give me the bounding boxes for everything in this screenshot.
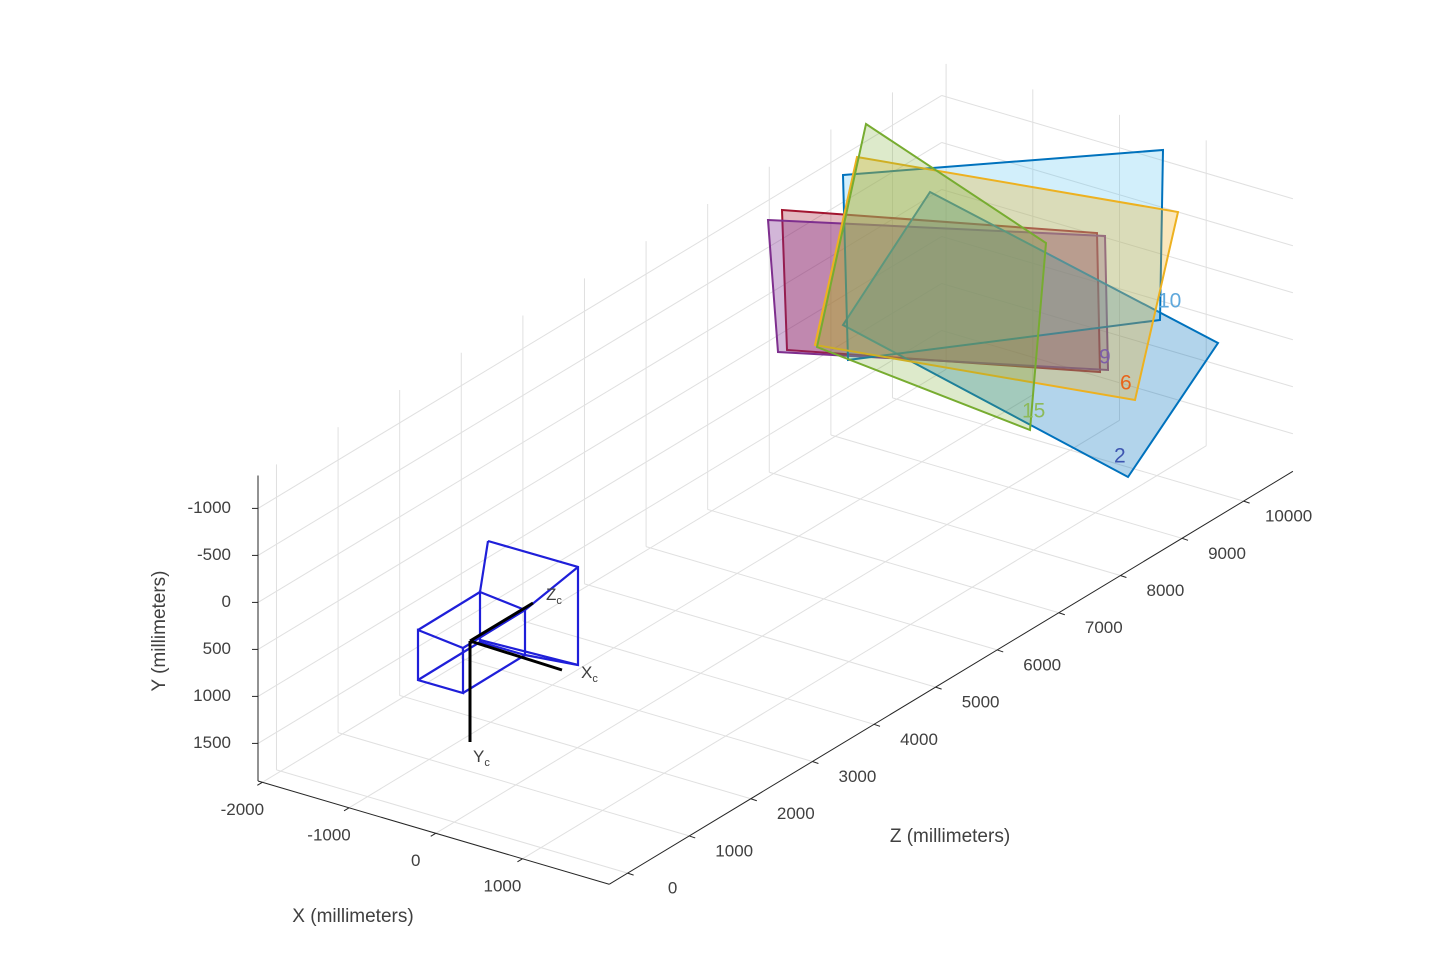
board-label: 9 [1099,346,1111,369]
z-tick-label: 9000 [1208,544,1246,563]
grid-line [262,368,947,783]
grid-line [257,330,943,744]
z-tick-label: 5000 [962,693,1000,712]
x-tick-label: -1000 [307,825,350,844]
grid-line [257,142,943,556]
z-tick-label: 0 [668,879,677,898]
z-tick-label: 3000 [839,767,877,786]
tick-mark [935,686,942,690]
camera-frustum [478,540,490,593]
tick-mark [997,649,1004,653]
tick-mark [812,761,819,764]
boards [766,122,1220,479]
camera-box [462,654,526,694]
grid-line [461,657,813,762]
grid-line [399,694,751,800]
z-tick-label: 7000 [1085,618,1123,637]
y-tick-label: -1000 [188,498,231,517]
tick-mark [1058,612,1065,616]
grid-line [645,546,998,651]
tick-mark [689,835,696,839]
y-tick-label: 1500 [193,733,231,752]
tick-mark [517,858,523,863]
z-axis-label: Z (millimeters) [890,826,1010,847]
x-tick-label: 1000 [484,876,522,895]
grid-line [941,283,1294,388]
camera-axis-label: Xc [581,663,598,684]
camera-axis-label: Zc [546,585,562,606]
camera-axis [469,601,534,643]
x-tick-label: 0 [411,851,420,870]
camera-frustum [479,539,580,667]
axes: -2000 -1000 0 1000 -1000 -500 0 500 1000 1500 0 100… [188,470,1312,898]
board-label: 2 [1114,445,1126,468]
y-tick-label: -500 [197,545,231,564]
grid-line [584,583,936,688]
tick-mark [1181,537,1189,541]
z-tick-label: 6000 [1023,655,1061,674]
camera-frustum [524,566,579,611]
y-tick-label: 1000 [193,686,231,705]
camera-axis-label: Yc [473,747,490,768]
grid-line [892,397,1244,502]
grid-line [941,142,1294,247]
tick-mark [1120,575,1127,578]
grid-line [257,95,943,509]
axis-line [257,780,610,885]
y-axis-label: Y (millimeters) [149,570,170,691]
tick-mark [430,832,436,837]
grid-line [276,769,628,874]
grid-line [522,445,1207,860]
tick-mark [343,807,350,812]
board [813,155,1180,402]
x-axis-label: X (millimeters) [292,906,413,927]
board-label: 15 [1022,400,1045,423]
grid-line [257,236,943,650]
tick-mark [750,798,757,802]
board-label: 6 [1120,372,1132,395]
tick-mark [1243,500,1250,504]
x-tick-label: -2000 [221,800,264,819]
tick-mark [627,872,634,876]
board [766,218,1110,372]
grid-line [435,419,1120,834]
grid-line [257,189,943,603]
z-tick-label: 4000 [900,730,938,749]
grid-line [941,330,1294,435]
camera: Xc Yc Zc [416,539,598,769]
board-label: 10 [1158,290,1181,313]
grid-line [337,732,690,837]
z-tick-label: 1000 [715,841,753,860]
board-labels: 2 6 9 15 10 [1022,290,1181,468]
camera-box [416,628,465,695]
axis-line [608,470,1294,885]
board [815,122,1048,432]
tick-mark [873,723,881,727]
y-tick-label: 500 [203,639,231,658]
grid-line [769,471,1121,576]
camera-box [417,591,481,631]
grid-line [348,394,1034,809]
z-tick-label: 8000 [1147,581,1185,600]
z-tick-label: 10000 [1265,507,1312,526]
camera-axis [469,639,563,672]
grid-line [522,620,875,725]
grid-line [941,236,1294,341]
grid-line [830,434,1183,539]
board [841,148,1165,362]
grid-line [941,189,1294,294]
tick-mark [257,781,263,786]
camera-frustum [524,653,579,667]
y-tick-label: 0 [222,592,231,611]
board [841,190,1220,479]
z-tick-label: 2000 [777,804,815,823]
grid-line [941,95,1294,200]
grid-line [707,508,1059,614]
